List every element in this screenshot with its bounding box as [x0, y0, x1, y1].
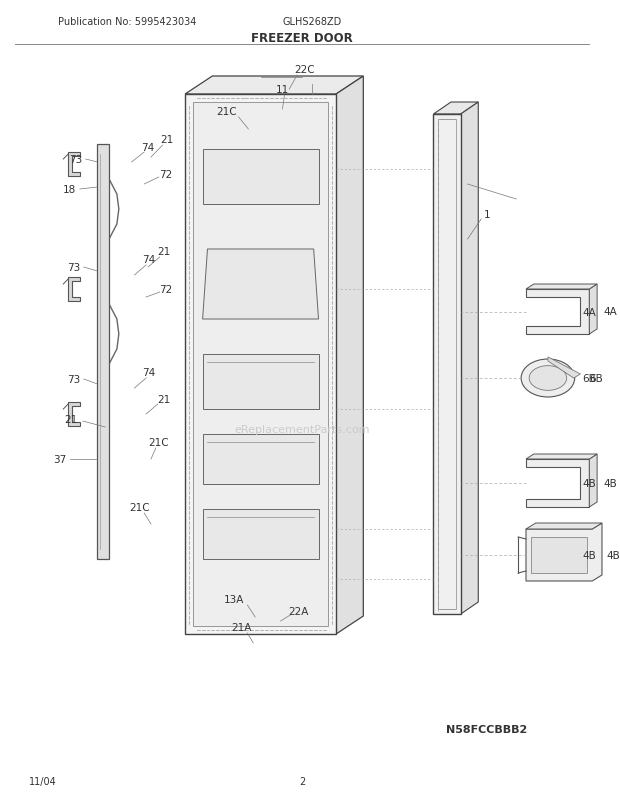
Ellipse shape	[529, 367, 567, 391]
Bar	[203, 509, 319, 559]
Polygon shape	[526, 460, 590, 508]
Text: 22C: 22C	[294, 65, 315, 75]
Text: 73: 73	[66, 375, 80, 384]
Text: 37: 37	[53, 455, 66, 464]
Ellipse shape	[217, 262, 304, 301]
Text: 22A: 22A	[288, 606, 308, 616]
Polygon shape	[68, 403, 80, 427]
Text: 21: 21	[64, 415, 78, 424]
Text: 21A: 21A	[231, 622, 252, 632]
Bar	[203, 354, 319, 410]
Text: 74: 74	[143, 255, 156, 265]
Circle shape	[102, 413, 105, 416]
Polygon shape	[336, 77, 363, 634]
Text: 21: 21	[157, 247, 171, 257]
Text: 21: 21	[157, 395, 171, 404]
Text: 21: 21	[160, 135, 173, 145]
Bar	[185, 95, 336, 634]
Text: 4A: 4A	[604, 307, 618, 317]
Bar	[438, 119, 456, 610]
Ellipse shape	[521, 359, 575, 398]
Text: 73: 73	[66, 263, 80, 273]
Bar	[193, 103, 328, 626]
Polygon shape	[548, 358, 580, 379]
Polygon shape	[461, 103, 478, 614]
Circle shape	[102, 288, 105, 291]
Polygon shape	[590, 455, 597, 508]
Text: 13A: 13A	[224, 594, 244, 604]
Polygon shape	[526, 285, 597, 290]
Ellipse shape	[220, 158, 301, 185]
Text: eReplacementParts.com: eReplacementParts.com	[234, 424, 370, 435]
Polygon shape	[68, 277, 80, 302]
Text: N58FCCBBB2: N58FCCBBB2	[446, 724, 528, 734]
Text: GLHS268ZD: GLHS268ZD	[282, 17, 342, 27]
Text: 6B: 6B	[582, 374, 596, 383]
Text: Publication No: 5995423034: Publication No: 5995423034	[58, 17, 197, 27]
Polygon shape	[526, 524, 602, 581]
Text: 72: 72	[159, 285, 172, 294]
Text: 4B: 4B	[582, 550, 596, 561]
Bar	[97, 145, 109, 559]
Polygon shape	[526, 290, 590, 334]
Polygon shape	[185, 77, 363, 95]
Polygon shape	[433, 103, 478, 115]
Polygon shape	[526, 455, 597, 460]
Text: 21C: 21C	[148, 437, 169, 448]
Text: 4B: 4B	[604, 479, 618, 488]
Text: 21C: 21C	[129, 502, 149, 512]
Circle shape	[102, 164, 105, 166]
Polygon shape	[531, 537, 587, 573]
Text: 4A: 4A	[582, 308, 596, 318]
Polygon shape	[68, 153, 80, 176]
Text: 74: 74	[143, 367, 156, 378]
Bar	[433, 115, 461, 614]
Polygon shape	[203, 249, 319, 320]
Text: 4B: 4B	[607, 550, 620, 561]
Text: 4B: 4B	[582, 479, 596, 488]
Text: 2: 2	[299, 776, 305, 786]
Text: 6B: 6B	[590, 374, 603, 383]
Text: 21C: 21C	[216, 107, 237, 117]
Text: 11: 11	[276, 85, 289, 95]
Text: 73: 73	[69, 155, 83, 164]
Text: 74: 74	[141, 143, 154, 153]
Text: 11/04: 11/04	[29, 776, 57, 786]
Polygon shape	[590, 285, 597, 334]
Polygon shape	[526, 524, 602, 529]
Text: 72: 72	[159, 170, 172, 180]
Text: FREEZER DOOR: FREEZER DOOR	[251, 31, 353, 44]
Text: 18: 18	[63, 184, 76, 195]
Bar	[203, 150, 319, 205]
Text: 1: 1	[484, 210, 490, 220]
Bar	[203, 435, 319, 484]
